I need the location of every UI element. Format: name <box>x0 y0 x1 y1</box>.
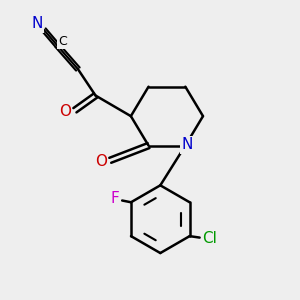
Text: N: N <box>32 16 43 32</box>
Text: Cl: Cl <box>202 231 217 246</box>
Text: F: F <box>111 191 119 206</box>
Text: C: C <box>58 35 67 48</box>
Text: N: N <box>181 137 193 152</box>
Text: O: O <box>95 154 107 169</box>
Text: O: O <box>59 104 71 119</box>
